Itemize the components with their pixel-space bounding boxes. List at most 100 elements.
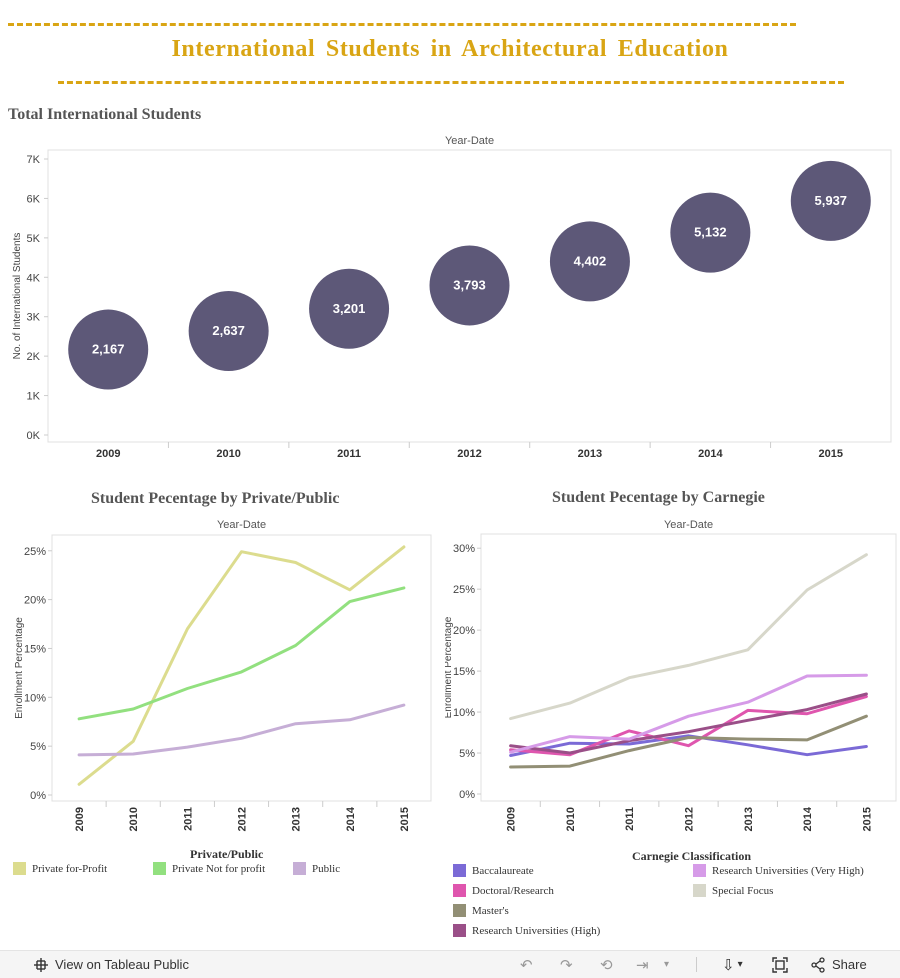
x-tick-label: 2014: [345, 806, 357, 831]
x-tick-label: 2012: [684, 807, 696, 831]
legend-label: Master's: [472, 904, 509, 917]
legend-label: Research Universities (High): [472, 924, 601, 937]
y-tick-label: 0%: [30, 790, 46, 802]
carnegie-legend-title: Carnegie Classification: [632, 849, 751, 863]
y-tick-label: 5%: [459, 748, 475, 760]
legend-item-public[interactable]: Public: [293, 862, 340, 875]
y-tick-label: 7K: [27, 154, 41, 166]
x-tick-label: 2013: [291, 807, 303, 831]
carnegie-plot-frame: [480, 533, 897, 802]
data-bubble: [188, 291, 269, 372]
data-bubble: [670, 192, 751, 273]
legend-swatch: [453, 924, 466, 937]
legend-swatch: [153, 862, 166, 875]
y-tick-label: 10%: [453, 707, 475, 719]
privpub-column-header: Year-Date: [217, 519, 266, 531]
y-tick-label: 10%: [24, 692, 46, 704]
data-label: 5,132: [694, 225, 727, 240]
y-axis-label: No. of International Students: [12, 233, 23, 360]
data-label: 2,637: [212, 323, 245, 338]
privpub-plot-frame: [51, 534, 432, 802]
x-tick-label: 2010: [216, 448, 240, 460]
legend-item-private-not-for-profit[interactable]: Private Not for profit: [153, 862, 265, 875]
tableau-logo-icon: [34, 957, 48, 972]
x-tick-label: 2014: [802, 806, 814, 831]
series-line-master-s: [509, 714, 868, 769]
x-tick-label: 2011: [182, 807, 194, 831]
view-on-tableau-link[interactable]: View on Tableau Public: [33, 951, 189, 978]
total-students-chart[interactable]: Year-Date 0K 1K 2K 3K 4K 5K 6K 7K No. of Internat…: [0, 130, 900, 460]
legend-label: Research Universities (Very High): [712, 864, 864, 877]
legend-item-baccalaureate[interactable]: Baccalaureate: [453, 864, 534, 877]
data-label: 3,793: [453, 277, 486, 292]
carnegie-chart-title: Student Pecentage by Carnegie: [552, 489, 765, 506]
share-icon: [811, 956, 825, 973]
total-column-header: Year-Date: [445, 135, 494, 147]
x-tick-label: 2009: [506, 807, 518, 831]
carnegie-line-chart[interactable]: Year-Date 0% 5% 10% 15% 20% 25% 30% Enrollment P…: [445, 515, 900, 855]
data-label: 4,402: [574, 253, 607, 268]
series-line-special-focus: [509, 553, 868, 721]
revert-icon[interactable]: ⟲: [600, 956, 613, 974]
x-tick-label: 2010: [128, 807, 140, 831]
title-bottom-dashed-rule: [58, 81, 844, 84]
x-tick-label: 2013: [578, 448, 602, 460]
y-tick-label: 15%: [453, 666, 475, 678]
data-label: 3,201: [333, 301, 366, 316]
x-tick-label: 2015: [861, 807, 873, 831]
series-line-research-universities-very-high-: [509, 673, 868, 754]
y-tick-label: 3K: [27, 312, 41, 324]
legend-label: Private Not for profit: [172, 862, 266, 875]
legend-swatch: [13, 862, 26, 875]
undo-icon[interactable]: ↶: [520, 956, 533, 974]
fullscreen-icon[interactable]: [772, 951, 788, 978]
privpub-line-chart[interactable]: Year-Date 0% 5% 10% 15% 20% 25% Enrollment Perc…: [0, 515, 445, 855]
carnegie-column-header: Year-Date: [664, 519, 713, 531]
download-icon[interactable]: ⇩ ▾: [722, 956, 743, 974]
y-axis-label: Enrollment Percentage: [445, 616, 454, 718]
legend-label: Private for-Profit: [32, 862, 108, 875]
refresh-icon[interactable]: ⇥: [636, 956, 649, 974]
y-tick-label: 30%: [453, 543, 475, 555]
y-tick-label: 20%: [24, 595, 46, 607]
x-tick-label: 2010: [565, 807, 577, 831]
legend-item-private-for-profit[interactable]: Private for-Profit: [13, 862, 107, 875]
series-line-public: [77, 703, 406, 757]
data-bubble: [68, 309, 149, 390]
legend-item-research-very-high[interactable]: Research Universities (Very High): [693, 864, 864, 877]
legend-label: Special Focus: [712, 884, 774, 897]
legend-swatch: [293, 862, 306, 875]
x-tick-label: 2015: [399, 807, 411, 831]
y-tick-label: 0%: [459, 789, 475, 801]
y-tick-label: 20%: [453, 625, 475, 637]
x-tick-label: 2011: [337, 448, 361, 460]
y-tick-label: 0K: [27, 430, 41, 442]
legend-item-research-high[interactable]: Research Universities (High): [453, 924, 600, 937]
title-top-dashed-rule: [8, 23, 796, 26]
redo-icon[interactable]: ↷: [560, 956, 573, 974]
refresh-dropdown-icon[interactable]: ▾: [664, 959, 670, 970]
data-label: 5,937: [815, 193, 848, 208]
y-axis-label: Enrollment Percentage: [14, 617, 25, 719]
series-line-doctoral-research: [509, 695, 868, 757]
legend-swatch: [453, 864, 466, 877]
series-line-research-universities-high-: [509, 692, 868, 755]
data-bubble: [790, 160, 871, 241]
y-tick-label: 5%: [30, 741, 46, 753]
legend-item-special-focus[interactable]: Special Focus: [693, 884, 773, 897]
x-tick-label: 2013: [743, 807, 755, 831]
x-tick-label: 2014: [698, 448, 723, 460]
y-tick-label: 1K: [27, 391, 41, 403]
x-tick-label: 2009: [96, 448, 120, 460]
share-label: Share: [832, 957, 867, 972]
x-tick-label: 2015: [819, 448, 843, 460]
legend-label: Public: [312, 862, 341, 875]
legend-swatch: [693, 884, 706, 897]
legend-label: Doctoral/Research: [472, 884, 554, 897]
total-chart-title: Total International Students: [8, 106, 202, 123]
legend-item-doctoral-research[interactable]: Doctoral/Research: [453, 884, 554, 897]
legend-item-masters[interactable]: Master's: [453, 904, 509, 917]
series-line-private-not-for-profit: [77, 586, 406, 721]
tableau-toolbar: View on Tableau Public ↶ ↷ ⟲ ⇥ ▾ ⇩ ▾ Shar…: [0, 950, 900, 978]
share-button[interactable]: Share: [810, 951, 867, 978]
